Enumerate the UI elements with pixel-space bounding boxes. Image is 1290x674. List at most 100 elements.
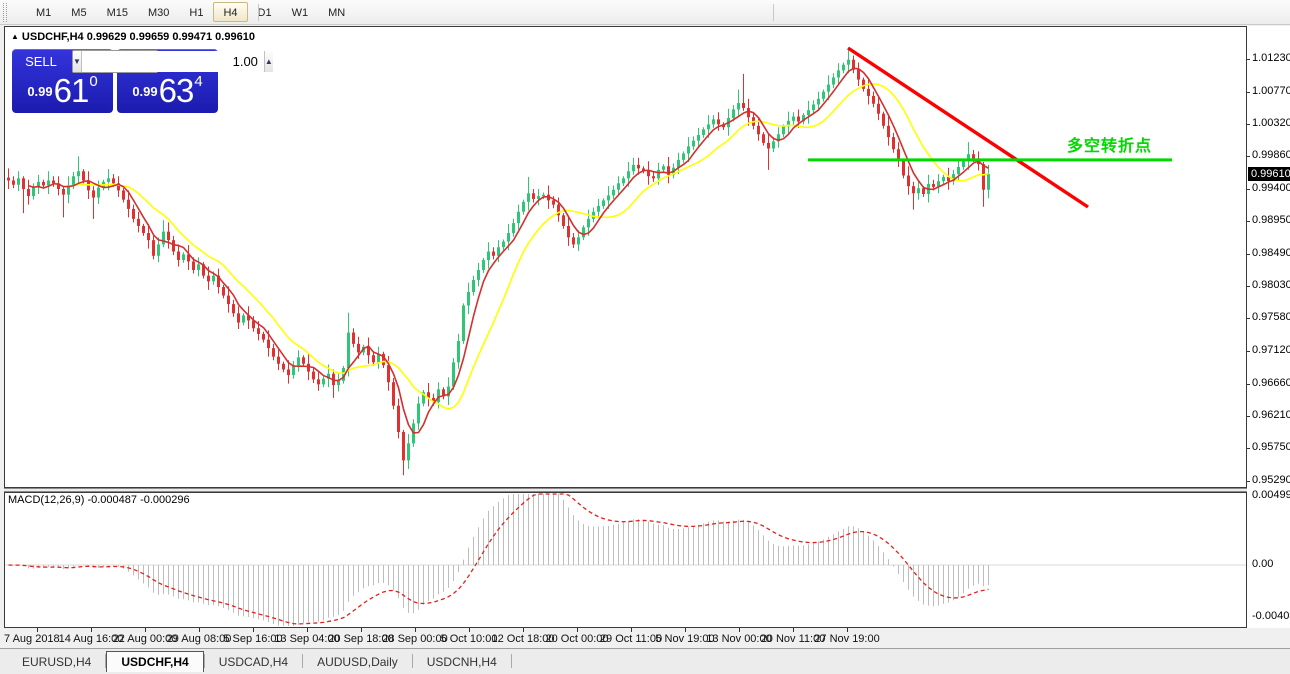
price-axis-tick [1247, 156, 1250, 158]
price-axis-label: 0.98950 [1252, 213, 1290, 226]
chart-tab-eurusd[interactable]: EURUSD,H4 [22, 655, 92, 669]
macd-axis-label: -0.004032 [1252, 610, 1290, 622]
timeframe-toolbar: M1 M5 M15 M30 H1 H4 D1 W1 MN [0, 0, 1290, 25]
toolbar-separator [773, 4, 774, 21]
time-axis-label: 13 Sep 04:00 [274, 633, 340, 645]
timeframe-button-h1[interactable]: H1 [189, 7, 204, 19]
chart-title: ▲ USDCHF,H4 0.99629 0.99659 0.99471 0.996… [11, 31, 255, 43]
macd-axis-label: 0.00 [1252, 558, 1274, 570]
timeframe-button-m30[interactable]: M30 [147, 7, 170, 19]
time-axis-tick [793, 628, 794, 632]
current-price-tag: 0.99610 [1248, 167, 1290, 182]
price-axis-label: 0.98490 [1252, 246, 1290, 259]
time-axis-label: 20 Nov 11:00 [760, 633, 826, 645]
price-axis-label: 0.99400 [1252, 182, 1290, 194]
tab-divider [302, 654, 304, 668]
chart-tab-usdcnh[interactable]: USDCNH,H4 [426, 655, 497, 669]
price-axis-label: 0.97120 [1252, 343, 1290, 356]
price-axis-tick [1247, 480, 1250, 482]
sell-price-pip: 0 [89, 73, 98, 90]
time-axis-tick [577, 628, 578, 632]
time-axis-label: 12 Oct 18:00 [491, 633, 555, 645]
time-axis-tick [253, 628, 254, 632]
time-axis-tick [37, 628, 38, 632]
sell-price-main: 61 [53, 72, 90, 109]
time-axis-tick [199, 628, 200, 632]
tab-divider [411, 654, 413, 668]
price-axis-tick [1247, 59, 1250, 60]
pane-splitter[interactable] [4, 488, 1247, 492]
one-click-trading-panel: SELL 0.99610 BUY 0.99634 ▼ ▲ [12, 49, 273, 113]
price-axis-label: 1.00320 [1252, 116, 1290, 129]
chart-tabs-bar: EURUSD,H4 USDCHF,H4 USDCAD,H4 AUDUSD,Daily U… [0, 648, 1290, 674]
timeframe-button-m5[interactable]: M5 [71, 7, 87, 19]
timeframe-button-m15[interactable]: M15 [106, 7, 128, 19]
price-axis-label: 0.99860 [1252, 149, 1290, 162]
time-axis-tick [307, 628, 308, 632]
time-axis-label: 20 Oct 00:00 [545, 633, 609, 645]
chart-tab-audusd[interactable]: AUDUSD,Daily [317, 655, 398, 669]
chart-ohlc-values: 0.99629 0.99659 0.99471 0.99610 [86, 31, 255, 43]
buy-price-main: 63 [158, 72, 195, 109]
tab-divider [105, 654, 107, 668]
chart-tab-usdcad[interactable]: USDCAD,H4 [218, 655, 289, 669]
timeframe-button-h4[interactable]: H4 [213, 2, 248, 22]
price-axis-label: 0.96210 [1252, 408, 1290, 421]
sell-price: 0.99610 [12, 72, 113, 110]
time-axis-label: 29 Oct 11:00 [599, 633, 663, 645]
timeframe-button-mn[interactable]: MN [328, 7, 346, 19]
price-axis-label: 0.97580 [1252, 311, 1290, 324]
price-axis-tick [1247, 350, 1250, 352]
buy-price: 0.99634 [117, 72, 218, 110]
time-axis-tick [847, 628, 848, 632]
time-axis-label: 5 Sep 16:00 [223, 633, 283, 645]
price-axis-tick [1247, 189, 1250, 190]
price-axis-tick [1247, 220, 1250, 222]
buy-price-prefix: 0.99 [132, 84, 158, 99]
price-axis-tick [1247, 253, 1250, 255]
macd-axis-label: 0.004993 [1252, 489, 1290, 501]
time-axis-tick [145, 628, 146, 632]
volume-decrease-icon[interactable]: ▼ [73, 51, 82, 72]
time-axis[interactable]: 7 Aug 2018 14 Aug 16:00 22 Aug 00:00 29 Aug… [4, 628, 1247, 648]
time-axis-label: 29 Aug 08:00 [166, 633, 232, 645]
time-axis-tick [685, 628, 686, 632]
tab-divider [510, 654, 512, 668]
toolbar-grip-handle[interactable] [3, 3, 7, 22]
price-axis-label: 0.98030 [1252, 279, 1290, 292]
time-axis-label: 13 Nov 00:00 [706, 633, 772, 645]
macd-indicator-label: MACD(12,26,9) -0.000487 -0.000296 [8, 494, 190, 506]
chart-tab-usdchf[interactable]: USDCHF,H4 [106, 651, 204, 672]
time-axis-label: 28 Sep 00:00 [382, 633, 448, 645]
time-axis-label: 5 Oct 10:00 [440, 633, 498, 645]
price-axis-tick [1247, 286, 1250, 288]
toolbar-separator [258, 4, 259, 21]
volume-stepper: ▼ ▲ [72, 50, 273, 73]
sell-price-prefix: 0.99 [27, 84, 53, 99]
price-axis-tick [1247, 415, 1250, 417]
time-axis-tick [361, 628, 362, 632]
time-axis-label: 14 Aug 16:00 [58, 633, 124, 645]
timeframe-button-m1[interactable]: M1 [36, 7, 52, 19]
chart-annotation-text[interactable]: 多空转折点 [1067, 138, 1153, 155]
chart-tabs: EURUSD,H4 USDCHF,H4 USDCAD,H4 AUDUSD,Daily U… [8, 649, 512, 673]
time-axis-tick [739, 628, 740, 632]
price-axis-tick [1247, 383, 1250, 385]
collapse-chart-icon[interactable]: ▲ [11, 32, 19, 41]
time-axis-label: 7 Aug 2018 [4, 633, 60, 645]
timeframe-button-d1[interactable]: D1 [257, 7, 272, 19]
time-axis-label: 5 Nov 19:00 [655, 633, 715, 645]
price-axis-tick [1247, 448, 1250, 450]
macd-indicator-pane[interactable] [4, 492, 1247, 628]
sell-button[interactable]: SELL [25, 54, 57, 69]
time-axis-label: 27 Nov 19:00 [814, 633, 880, 645]
volume-increase-icon[interactable]: ▲ [263, 51, 273, 72]
time-axis-tick [631, 628, 632, 632]
price-axis[interactable]: 1.01230 1.00770 1.00320 0.99860 0.99400 0.989… [1247, 26, 1290, 628]
price-axis-label: 0.95290 [1252, 473, 1290, 486]
time-axis-tick [469, 628, 470, 632]
volume-input[interactable] [81, 51, 264, 72]
price-axis-label: 1.01230 [1252, 52, 1290, 64]
timeframe-button-w1[interactable]: W1 [291, 7, 309, 19]
buy-price-pip: 4 [194, 73, 203, 90]
